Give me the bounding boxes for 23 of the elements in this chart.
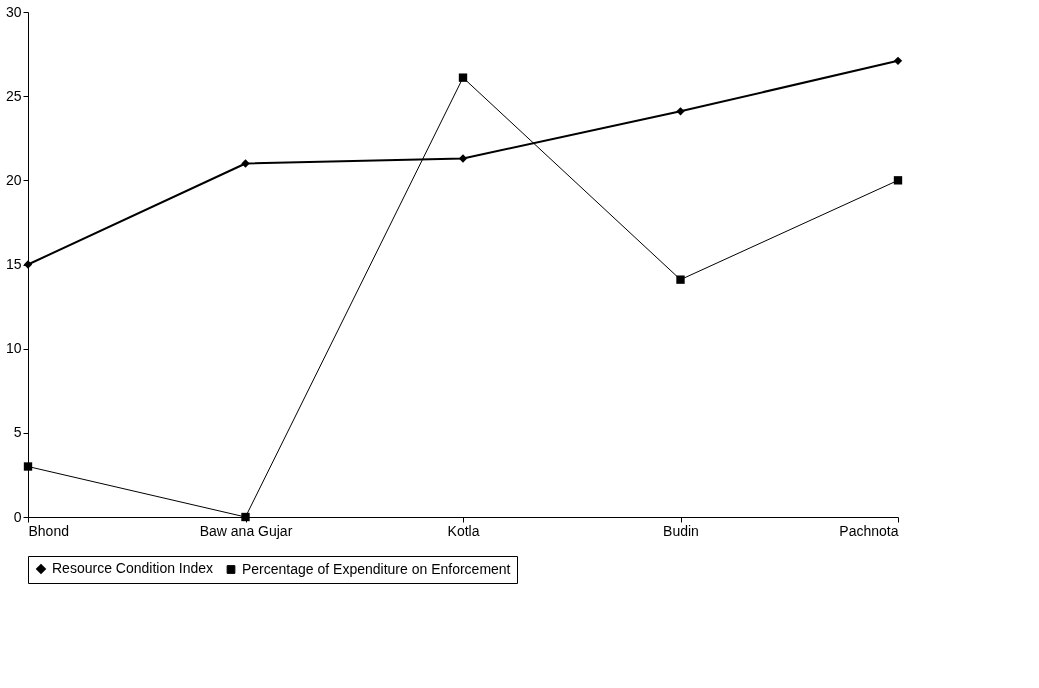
x-tick-label: Budin (663, 522, 699, 539)
x-tick-label: Baw ana Gujar (199, 522, 293, 539)
point (23, 462, 33, 471)
legend-label: Percentage of Expenditure on Enforcement (242, 560, 511, 577)
x-tick-label: Pachnota (839, 522, 899, 539)
y-tick-label: 0 (13, 508, 22, 525)
point (893, 176, 903, 185)
legend-label: Resource Condition Index (52, 560, 214, 577)
x-tick-label: Bhond (28, 522, 69, 539)
y-tick-label: 10 (5, 340, 22, 357)
point (458, 154, 468, 163)
y-tick-label: 5 (13, 424, 22, 441)
point (458, 73, 468, 82)
point (676, 275, 685, 284)
point (241, 159, 250, 168)
y-tick-label: 20 (5, 171, 22, 188)
y-tick-label: 25 (5, 87, 22, 104)
point (893, 56, 903, 65)
y-tick-label: 30 (5, 3, 22, 20)
point (241, 512, 250, 522)
y-tick-label: 15 (5, 256, 22, 272)
point (676, 107, 685, 116)
x-tick-label: Kotla (447, 522, 480, 539)
